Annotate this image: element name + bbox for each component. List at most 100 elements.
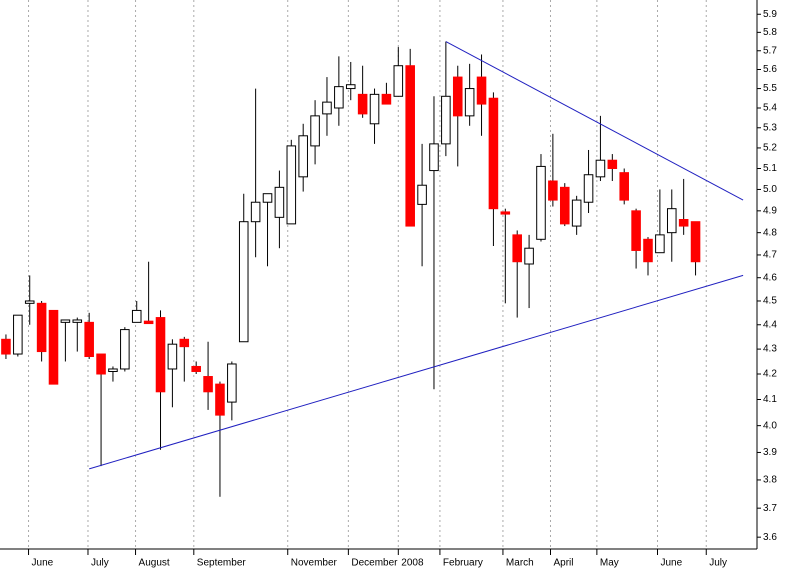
candle-body <box>60 319 71 323</box>
candle-body <box>250 201 261 223</box>
candle-body <box>131 309 142 323</box>
candle-body <box>72 319 83 323</box>
candle-body <box>619 172 629 201</box>
candle-body <box>643 238 653 263</box>
candle-body <box>84 321 94 358</box>
x-tick-label: May <box>600 558 619 569</box>
y-tick-label: 4.1 <box>763 394 777 405</box>
x-tick-label: 2008 <box>401 558 424 569</box>
candle-body <box>488 97 499 210</box>
y-tick-label: 4.3 <box>763 344 777 355</box>
y-tick-label: 3.9 <box>763 447 777 458</box>
candle-body <box>310 115 320 147</box>
y-tick-label: 4.9 <box>763 205 777 216</box>
y-tick-label: 5.0 <box>763 184 777 195</box>
y-tick-label: 4.5 <box>763 296 777 307</box>
candle-body <box>298 135 308 178</box>
x-tick-label: December <box>351 558 398 569</box>
candle-body <box>559 186 570 225</box>
candle-body <box>571 199 582 227</box>
y-tick-label: 4.0 <box>763 420 777 431</box>
candle-body <box>48 309 59 385</box>
x-tick-label: September <box>197 558 247 569</box>
candle-body <box>690 221 701 263</box>
y-tick-label: 3.8 <box>763 475 777 486</box>
candle-body <box>452 76 463 117</box>
candle-body <box>227 363 237 403</box>
y-tick-label: 4.8 <box>763 227 777 238</box>
candle-body <box>417 184 427 205</box>
candle-body <box>155 317 166 393</box>
candle-body <box>96 353 106 375</box>
x-tick-label: June <box>661 558 683 569</box>
candle-body <box>476 76 487 105</box>
candle-body <box>24 300 35 304</box>
candle-body <box>429 143 439 172</box>
y-tick-label: 5.7 <box>763 45 777 56</box>
candle-body <box>238 221 249 343</box>
candle-body <box>655 234 665 254</box>
candle-body <box>583 174 594 203</box>
candle-body <box>203 376 213 393</box>
x-tick-label: April <box>553 558 573 569</box>
x-tick-label: July <box>91 558 109 569</box>
candle-body <box>393 65 404 97</box>
y-tick-label: 4.7 <box>763 250 777 261</box>
y-tick-label: 5.2 <box>763 143 777 154</box>
candle-body <box>464 88 475 117</box>
candle-body <box>405 65 415 227</box>
candle-body <box>595 159 606 178</box>
x-tick-label: June <box>32 558 54 569</box>
candle-body <box>381 93 392 105</box>
trend-line <box>445 41 744 201</box>
y-tick-label: 5.9 <box>763 9 777 20</box>
candle-body <box>500 211 511 215</box>
candle-body <box>322 101 332 115</box>
candle-body <box>274 186 285 218</box>
candle-body <box>678 219 689 227</box>
candle-body <box>108 368 118 372</box>
candle-body <box>167 343 178 370</box>
x-tick-label: March <box>506 558 534 569</box>
x-tick-label: August <box>139 558 170 569</box>
candle-body <box>143 320 154 325</box>
y-tick-label: 5.6 <box>763 64 777 75</box>
y-tick-label: 5.8 <box>763 27 777 38</box>
trend-line <box>89 274 744 470</box>
y-tick-label: 5.4 <box>763 103 777 114</box>
candle-body <box>666 208 677 234</box>
x-tick-label: November <box>291 558 338 569</box>
candle-body <box>345 84 356 90</box>
y-tick-label: 4.2 <box>763 369 777 380</box>
candle-body <box>191 365 201 372</box>
candle-body <box>36 302 47 353</box>
candle-body <box>286 145 297 225</box>
candle-body <box>262 193 273 203</box>
candle-body <box>512 234 522 263</box>
y-tick-label: 5.1 <box>763 163 777 174</box>
y-tick-label: 4.4 <box>763 319 777 330</box>
candle-body <box>524 247 534 265</box>
y-tick-label: 3.7 <box>763 503 777 514</box>
candle-body <box>369 93 380 125</box>
candle-body <box>441 95 451 145</box>
y-tick-label: 5.3 <box>763 122 777 133</box>
candle-body <box>548 180 558 201</box>
y-tick-label: 4.6 <box>763 272 777 283</box>
candle-body <box>215 383 225 416</box>
candle-body <box>1 338 11 355</box>
candle-body <box>536 165 546 240</box>
x-tick-label: February <box>443 558 483 569</box>
candle-body <box>357 93 368 115</box>
candle-body <box>120 329 130 370</box>
candle-body <box>179 338 190 348</box>
candle-body <box>13 314 23 355</box>
y-tick-label: 5.5 <box>763 83 777 94</box>
candle-body <box>631 210 641 251</box>
x-tick-label: July <box>709 558 727 569</box>
candle-body <box>607 159 618 169</box>
y-tick-label: 3.6 <box>763 532 777 543</box>
candle-body <box>334 86 344 109</box>
